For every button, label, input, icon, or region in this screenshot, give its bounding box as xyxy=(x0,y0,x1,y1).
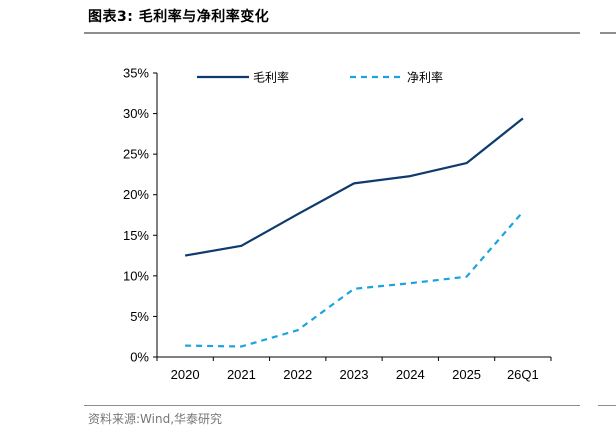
y-tick-label: 15% xyxy=(123,228,149,243)
figure-title: 图表3: 毛利率与净利率变化 xyxy=(88,9,270,25)
y-axis-ticks: 0% 5% 10% 15% 20% 25% 30% 35% xyxy=(123,66,157,365)
y-tick-label: 30% xyxy=(123,106,149,121)
top-rule xyxy=(84,32,580,34)
x-tick-label: 2023 xyxy=(340,367,369,382)
x-axis-ticks: 2020 2021 2022 2023 2024 2025 26Q1 xyxy=(156,357,552,382)
x-tick-label: 2020 xyxy=(171,367,200,382)
x-tick-label: 2022 xyxy=(283,367,312,382)
y-tick-label: 5% xyxy=(130,309,149,324)
y-tick-label: 25% xyxy=(123,147,149,162)
legend-label-2: 净利率 xyxy=(407,70,443,85)
y-tick-label: 20% xyxy=(123,187,149,202)
y-tick-label: 10% xyxy=(123,268,149,283)
series-line-1 xyxy=(184,117,524,257)
top-rule-edge xyxy=(600,32,616,34)
chart-legend: 毛利率 净利率 xyxy=(197,70,443,85)
x-tick-label: 2025 xyxy=(452,367,481,382)
series-line-2 xyxy=(185,211,524,348)
x-tick-label: 2021 xyxy=(227,367,256,382)
bottom-rule-edge xyxy=(598,405,616,406)
x-tick-label: 2024 xyxy=(396,367,425,382)
chart-axes xyxy=(156,73,551,358)
series-lines xyxy=(184,117,524,348)
y-tick-label: 35% xyxy=(123,66,149,81)
legend-label-1: 毛利率 xyxy=(253,70,289,85)
x-tick-label: 26Q1 xyxy=(507,367,539,382)
source-note: 资料来源:Wind,华泰研究 xyxy=(88,412,223,426)
y-tick-label: 0% xyxy=(130,350,149,365)
bottom-rule xyxy=(84,405,580,406)
